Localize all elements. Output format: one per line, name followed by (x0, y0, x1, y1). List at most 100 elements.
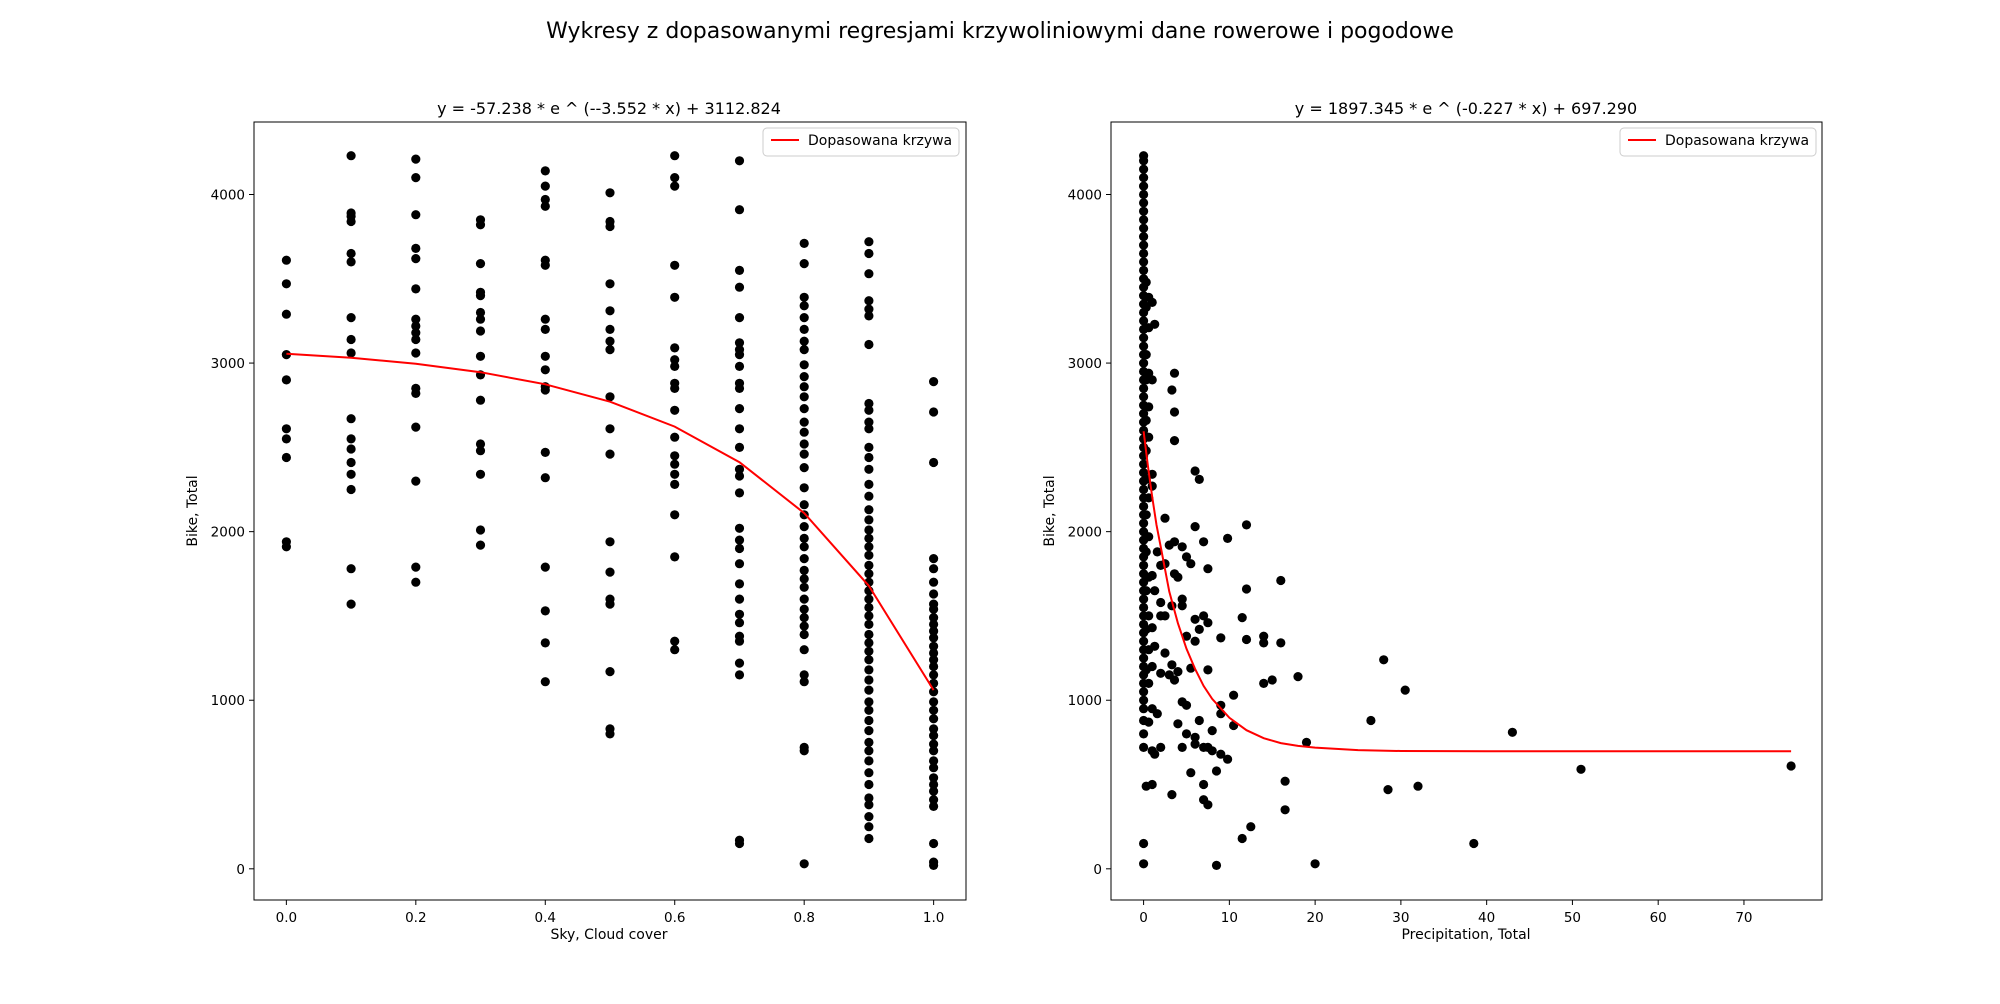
data-point (799, 324, 809, 334)
data-point (1173, 572, 1183, 582)
data-point (1203, 800, 1213, 810)
data-point (605, 188, 615, 198)
x-axis-label: Sky, Cloud cover (550, 927, 667, 943)
data-point (864, 542, 874, 552)
data-point (670, 151, 680, 161)
data-point (1141, 415, 1151, 425)
data-point (1139, 206, 1149, 216)
data-point (799, 360, 809, 370)
data-point (799, 645, 809, 655)
data-point (475, 525, 486, 535)
data-point (1141, 547, 1151, 557)
data-point (864, 311, 874, 321)
x-axis-label: Precipitation, Total (1401, 927, 1530, 943)
data-point (1139, 729, 1149, 739)
data-point (1229, 690, 1239, 700)
data-point (864, 398, 874, 409)
data-point (864, 505, 874, 515)
data-point (1139, 358, 1149, 368)
data-point (1139, 173, 1149, 183)
x-tick-label: 40 (1478, 910, 1495, 926)
x-tick-label: 30 (1392, 910, 1409, 926)
y-tick-label: 0 (236, 862, 245, 878)
axes-frame (1110, 121, 1823, 901)
data-point (799, 417, 809, 427)
legend-frame (1619, 127, 1817, 157)
data-point (605, 324, 615, 334)
data-point (346, 434, 356, 444)
data-point (475, 220, 486, 230)
data-point (1181, 700, 1192, 710)
data-point (1139, 181, 1149, 191)
data-point (864, 793, 874, 803)
data-point (799, 301, 809, 311)
data-point (411, 422, 421, 432)
data-point (605, 345, 615, 355)
data-point (475, 395, 486, 405)
data-point (1199, 537, 1209, 547)
x-tick-label: 20 (1307, 910, 1324, 926)
data-point (1139, 704, 1149, 714)
data-point (1160, 611, 1170, 621)
data-point (670, 173, 680, 183)
data-point (1139, 687, 1149, 697)
data-point (1469, 838, 1479, 849)
data-point (864, 685, 874, 695)
data-point (281, 309, 291, 319)
data-point (1147, 779, 1157, 790)
data-point (1156, 597, 1166, 608)
data-point (1177, 542, 1187, 552)
y-tick-label: 3000 (211, 356, 245, 372)
data-point (799, 404, 809, 414)
data-point (864, 822, 874, 832)
data-point (1507, 727, 1517, 737)
data-point (1139, 257, 1149, 267)
data-point (1139, 215, 1149, 225)
data-point (1141, 510, 1151, 520)
data-point (1211, 766, 1222, 776)
data-point (1139, 602, 1149, 613)
data-point (1190, 466, 1200, 476)
x-tick-label: 0.2 (405, 910, 426, 926)
data-point (346, 444, 356, 454)
data-point (1216, 749, 1226, 759)
data-point (929, 724, 939, 734)
data-point (475, 351, 486, 361)
data-point (670, 292, 680, 302)
data-point (1186, 559, 1196, 569)
data-point (864, 756, 874, 766)
data-point (1139, 459, 1149, 469)
x-ticks: 0 10 20 30 40 50 60 70 (1139, 900, 1753, 926)
data-point (346, 599, 356, 609)
data-point (799, 259, 809, 269)
x-tick-label: 0.6 (664, 910, 685, 926)
y-tick-label: 3000 (1068, 356, 1102, 372)
data-point (929, 705, 939, 715)
data-point (540, 260, 550, 270)
data-point (929, 860, 939, 871)
data-point (411, 328, 421, 338)
data-point (799, 449, 809, 459)
data-point (1147, 570, 1157, 581)
data-point (1259, 638, 1269, 648)
subplot-cloud-cover: y = -57.238 * e ^ (--3.552 * x) + 3112.8… (185, 99, 967, 943)
subplot-title: y = -57.238 * e ^ (--3.552 * x) + 3112.8… (437, 99, 781, 118)
data-point (605, 537, 615, 547)
data-point (799, 483, 809, 493)
data-point (1194, 474, 1204, 484)
data-point (864, 491, 874, 501)
data-point (799, 746, 809, 756)
fitted-curve (286, 352, 935, 691)
data-point (346, 484, 356, 495)
data-point (864, 515, 874, 525)
data-point (1173, 667, 1183, 677)
data-point (670, 260, 680, 270)
data-point (1186, 768, 1196, 778)
data-point (929, 655, 939, 665)
data-point (1259, 631, 1269, 641)
data-point (605, 729, 615, 739)
data-point (1203, 665, 1213, 675)
data-point (1141, 277, 1151, 287)
data-point (281, 452, 291, 463)
data-point (1203, 618, 1213, 628)
